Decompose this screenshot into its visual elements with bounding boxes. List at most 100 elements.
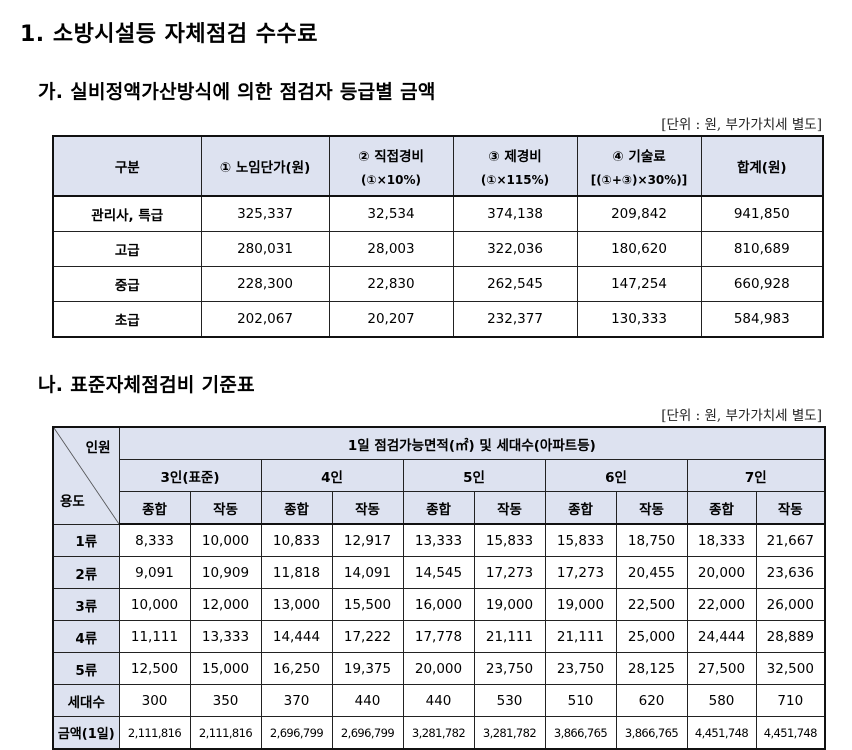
row-grade: 고급 <box>52 231 202 267</box>
table-cell: 20,000 <box>686 556 757 589</box>
table-cell: 18,750 <box>615 523 688 557</box>
table-cell: 22,000 <box>686 588 757 621</box>
group-header: 4인 <box>260 459 404 492</box>
table-cell: 23,636 <box>755 556 826 589</box>
corner-header-cell: 인원 용도 <box>52 426 120 525</box>
sub-header: 종합 <box>118 491 191 525</box>
table-cell: 25,000 <box>615 620 688 653</box>
table-row: 중급 228,300 22,830 262,545 147,254 660,92… <box>52 266 824 302</box>
sub-header: 종합 <box>260 491 333 525</box>
cell-labor: 325,337 <box>200 195 330 232</box>
table-cell: 510 <box>544 684 617 717</box>
table-cell: 32,500 <box>755 652 826 685</box>
table-cell: 14,091 <box>331 556 404 589</box>
table-cell: 10,000 <box>118 588 191 621</box>
row-label: 세대수 <box>52 684 120 717</box>
table-cell: 19,375 <box>331 652 404 685</box>
sub-header: 종합 <box>686 491 757 525</box>
cell-labor: 202,067 <box>200 301 330 338</box>
table-cell: 3,866,765 <box>544 716 617 750</box>
cell-total: 660,928 <box>700 266 824 302</box>
header-direct-formula: (①×10%) <box>361 173 421 187</box>
table-cell: 21,111 <box>544 620 617 653</box>
table-cell: 21,667 <box>755 523 826 557</box>
row-label: 4류 <box>52 620 120 653</box>
table-cell: 13,333 <box>402 523 475 557</box>
table-cell: 15,500 <box>331 588 404 621</box>
table-cell: 12,000 <box>189 588 262 621</box>
table-row: 4류 11,111 13,333 14,444 17,222 17,778 21,111 21… <box>52 620 826 653</box>
corner-bottom-label: 용도 <box>60 493 85 510</box>
table-cell: 13,333 <box>189 620 262 653</box>
table-cell: 10,833 <box>260 523 333 557</box>
table-cell: 3,281,782 <box>402 716 475 750</box>
sub-header: 종합 <box>402 491 475 525</box>
cell-total: 810,689 <box>700 231 824 267</box>
header-labor: ① 노임단가(원) <box>200 135 330 197</box>
table-cell: 21,111 <box>473 620 546 653</box>
table-cell: 16,000 <box>402 588 475 621</box>
table-cell: 26,000 <box>755 588 826 621</box>
corner-top-label: 인원 <box>85 440 111 456</box>
cell-tech: 209,842 <box>576 195 702 232</box>
cell-direct: 20,207 <box>328 301 454 338</box>
cell-overhead: 232,377 <box>452 301 578 338</box>
table-cell: 370 <box>260 684 333 717</box>
table-cell: 18,333 <box>686 523 757 557</box>
unit-note-a: [단위 : 원, 부가가치세 별도] <box>661 117 822 133</box>
header-direct: ② 직접경비 (①×10%) <box>328 135 454 197</box>
header-overhead: ③ 제경비 (①×115%) <box>452 135 578 197</box>
table-cell: 19,000 <box>473 588 546 621</box>
group-header: 6인 <box>544 459 688 492</box>
header-tech: ④ 기술료 [(①+③)×30%)] <box>576 135 702 197</box>
standard-fee-body: 1류 8,333 10,000 10,833 12,917 13,333 15,833 15,… <box>52 523 826 750</box>
table-cell: 15,000 <box>189 652 262 685</box>
sub-header: 종합 <box>544 491 617 525</box>
cell-tech: 130,333 <box>576 301 702 338</box>
sub-header: 작동 <box>189 491 262 525</box>
cell-total: 941,850 <box>700 195 824 232</box>
group-header: 3인(표준) <box>118 459 262 492</box>
table-row: 3류 10,000 12,000 13,000 15,500 16,000 19,000 19… <box>52 588 826 621</box>
table-row: 고급 280,031 28,003 322,036 180,620 810,68… <box>52 231 824 267</box>
table-row: 1류 8,333 10,000 10,833 12,917 13,333 15,833 15,… <box>52 523 826 557</box>
table-cell: 24,444 <box>686 620 757 653</box>
table-row: 초급 202,067 20,207 232,377 130,333 584,98… <box>52 301 824 338</box>
table-cell: 440 <box>331 684 404 717</box>
row-grade: 중급 <box>52 266 202 302</box>
table-cell: 530 <box>473 684 546 717</box>
table-row: 세대수 300 350 370 440 440 530 510 620 580 710 <box>52 684 826 717</box>
table-cell: 14,444 <box>260 620 333 653</box>
table-cell: 580 <box>686 684 757 717</box>
cell-total: 584,983 <box>700 301 824 338</box>
table-cell: 11,818 <box>260 556 333 589</box>
table-row: 관리사, 특급 325,337 32,534 374,138 209,842 9… <box>52 195 824 232</box>
table-cell: 15,833 <box>544 523 617 557</box>
cell-labor: 228,300 <box>200 266 330 302</box>
cell-labor: 280,031 <box>200 231 330 267</box>
header-tech-label: ④ 기술료 <box>612 149 666 165</box>
table-cell: 8,333 <box>118 523 191 557</box>
header-direct-label: ② 직접경비 <box>358 149 424 165</box>
row-grade: 초급 <box>52 301 202 338</box>
table-cell: 2,696,799 <box>331 716 404 750</box>
group-header: 5인 <box>402 459 546 492</box>
table-cell: 4,451,748 <box>686 716 757 750</box>
page-title: 1. 소방시설등 자체점검 수수료 <box>20 22 319 47</box>
table-cell: 27,500 <box>686 652 757 685</box>
header-overhead-label: ③ 제경비 <box>488 149 542 165</box>
table-row: 금액(1일) 2,111,816 2,111,816 2,696,799 2,696,7… <box>52 716 826 750</box>
grade-fee-table: 구분 ① 노임단가(원) ② 직접경비 (①×10%) ③ 제경비 (①×115… <box>52 135 824 338</box>
table-cell: 3,866,765 <box>615 716 688 750</box>
cell-direct: 22,830 <box>328 266 454 302</box>
cell-overhead: 322,036 <box>452 231 578 267</box>
table-cell: 2,111,816 <box>118 716 191 750</box>
row-label: 금액(1일) <box>52 716 120 750</box>
table-row: 2류 9,091 10,909 11,818 14,091 14,545 17,273 17,… <box>52 556 826 589</box>
table-cell: 2,696,799 <box>260 716 333 750</box>
table-cell: 17,273 <box>544 556 617 589</box>
row-label: 3류 <box>52 588 120 621</box>
table-cell: 15,833 <box>473 523 546 557</box>
table-cell: 17,778 <box>402 620 475 653</box>
section-a-title: 가. 실비정액가산방식에 의한 점검자 등급별 금액 <box>38 81 436 103</box>
